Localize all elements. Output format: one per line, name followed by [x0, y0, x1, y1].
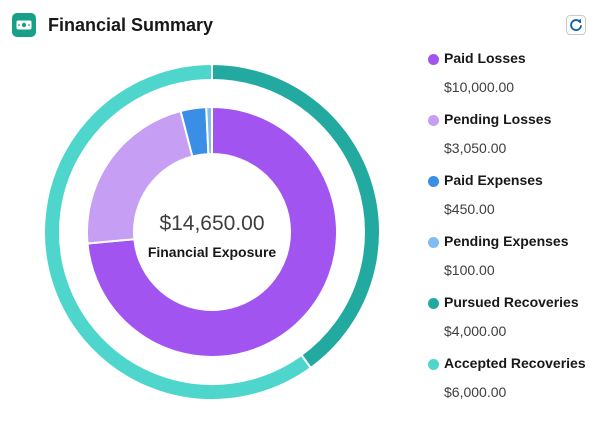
- exposure-label: Financial Exposure: [147, 244, 277, 260]
- legend-item-paid-losses[interactable]: Paid Losses $10,000.00: [426, 46, 601, 107]
- legend-label: Pending Losses: [444, 111, 552, 127]
- legend-label: Accepted Recoveries: [444, 355, 586, 371]
- legend-value: $6,000.00: [444, 384, 507, 400]
- refresh-icon: [570, 18, 582, 31]
- card-title: Financial Summary: [48, 14, 214, 35]
- chart-legend: Paid Losses $10,000.00 Pending Losses $3…: [426, 46, 601, 412]
- legend-label: Pursued Recoveries: [444, 294, 579, 310]
- legend-dot: [428, 54, 439, 65]
- legend-label: Paid Expenses: [444, 172, 543, 188]
- legend-item-pending-expenses[interactable]: Pending Expenses $100.00: [426, 229, 601, 290]
- legend-dot: [428, 298, 439, 309]
- legend-value: $3,050.00: [444, 140, 507, 156]
- donut-segment-paid-losses[interactable]: [86, 105, 338, 358]
- legend-dot: [428, 359, 439, 370]
- exposure-total: $14,650.00: [159, 212, 265, 235]
- legend-label: Pending Expenses: [444, 233, 569, 249]
- legend-value: $10,000.00: [444, 79, 515, 95]
- legend-value: $4,000.00: [444, 323, 507, 339]
- money-icon: [12, 13, 36, 37]
- refresh-button[interactable]: [566, 15, 586, 35]
- legend-dot: [428, 115, 439, 126]
- legend-dot: [428, 176, 439, 187]
- legend-value: $450.00: [444, 201, 495, 217]
- legend-item-pursued-recoveries[interactable]: Pursued Recoveries $4,000.00: [426, 290, 601, 351]
- legend-label: Paid Losses: [444, 50, 526, 66]
- legend-dot: [428, 237, 439, 248]
- legend-item-accepted-recoveries[interactable]: Accepted Recoveries $6,000.00: [426, 351, 601, 412]
- card-header: Financial Summary: [12, 12, 213, 38]
- donut-segment-accepted-recoveries[interactable]: [43, 62, 313, 401]
- financial-donut-chart: [43, 62, 381, 401]
- legend-item-paid-expenses[interactable]: Paid Expenses $450.00: [426, 168, 601, 229]
- legend-value: $100.00: [444, 262, 495, 278]
- legend-item-pending-losses[interactable]: Pending Losses $3,050.00: [426, 107, 601, 168]
- donut-segment-pending-expenses[interactable]: [205, 105, 213, 156]
